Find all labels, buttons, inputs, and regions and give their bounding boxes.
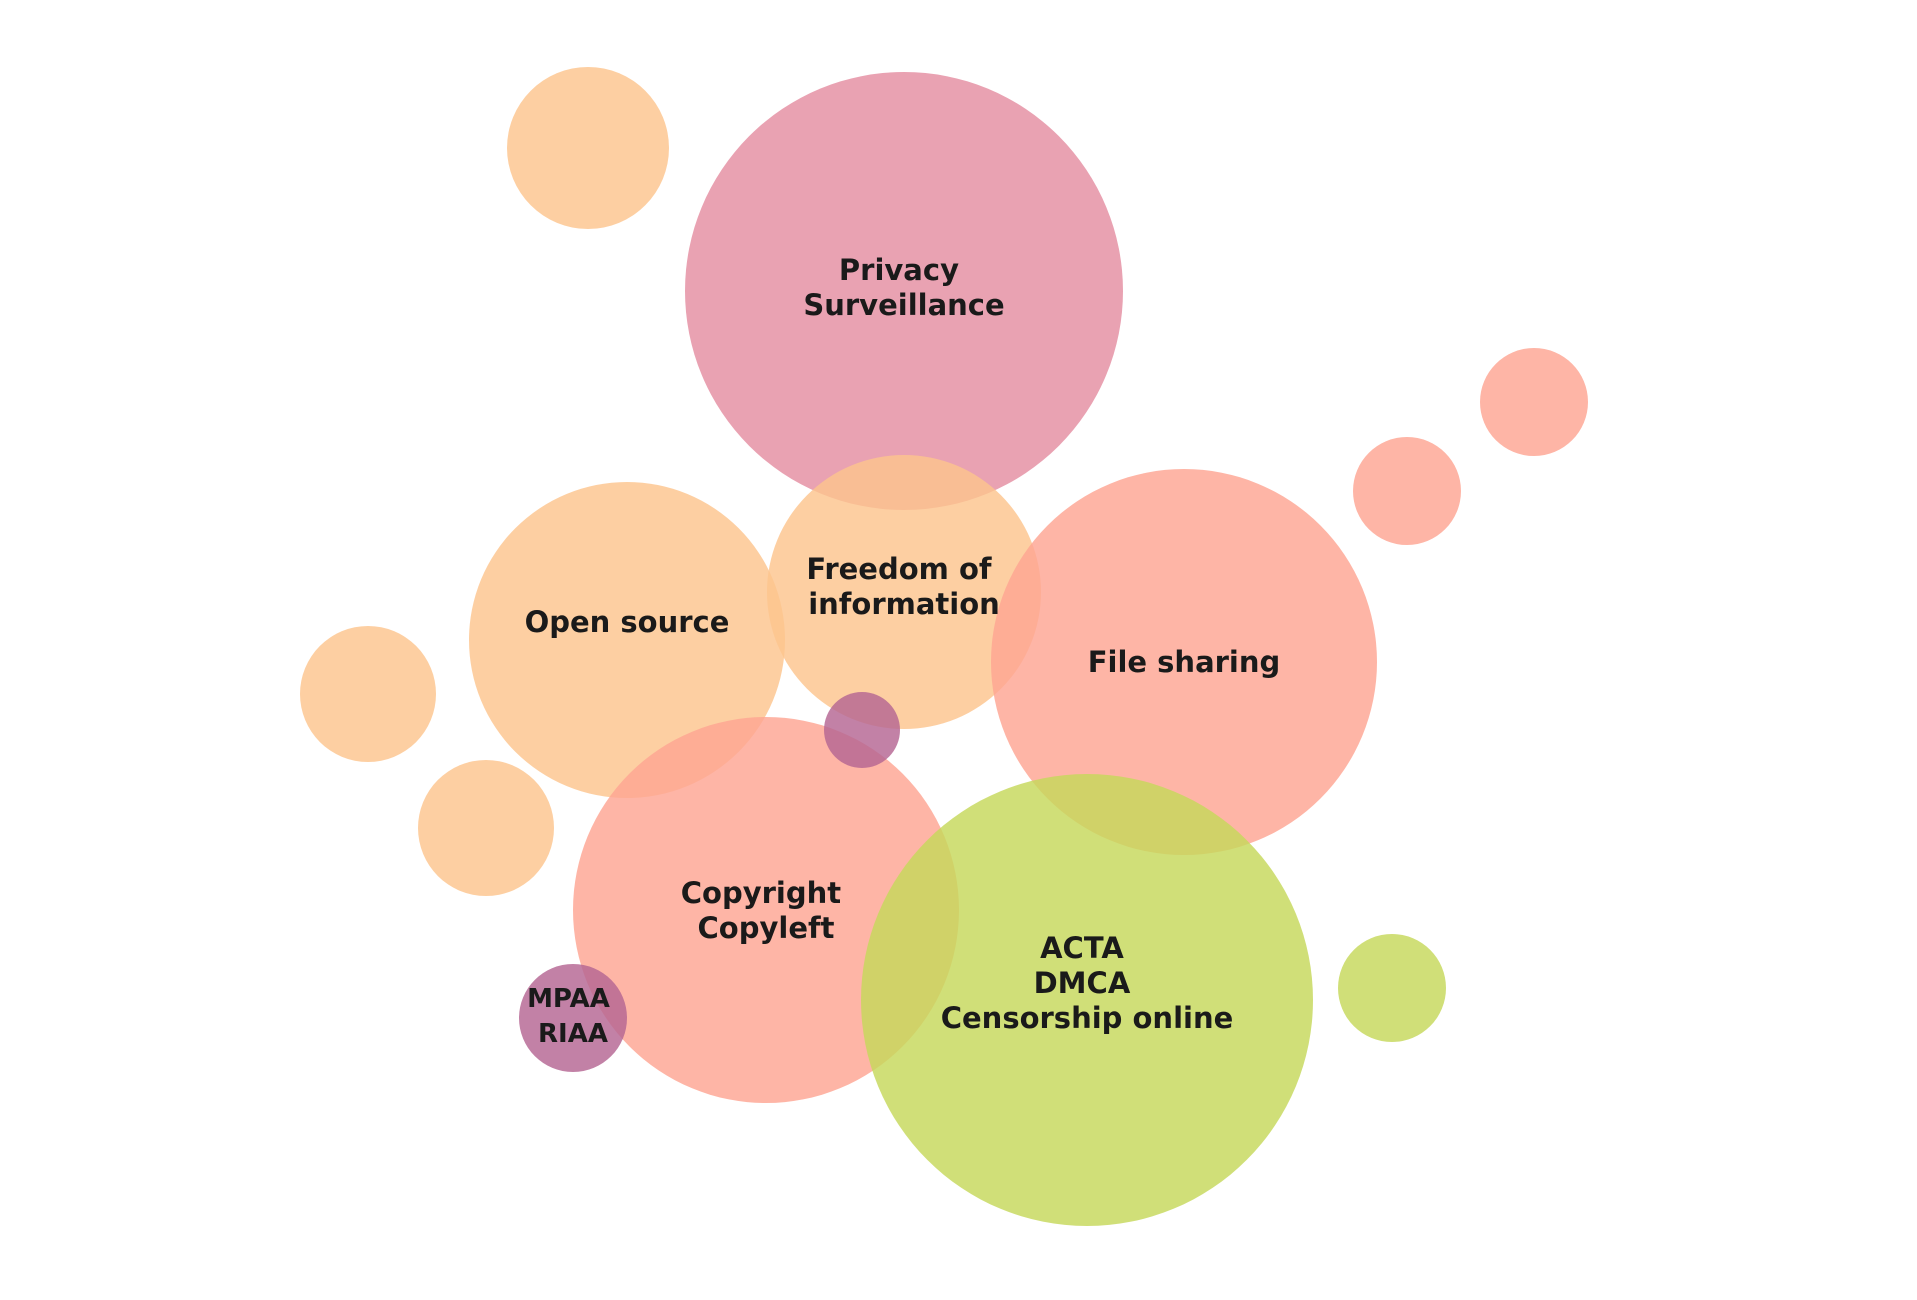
bubble-open-source: [469, 482, 785, 798]
label-open-source: Open source: [525, 605, 730, 639]
decor-bubble-top-left: [507, 67, 669, 229]
label-open-source-line-1: Open source: [525, 605, 730, 639]
bubble-privacy: [685, 72, 1123, 510]
label-mpaa-line-1: MPAA: [527, 984, 610, 1014]
label-acta-line-2: DMCA: [1034, 966, 1131, 1000]
bubble-freedom: [767, 455, 1041, 729]
label-freedom: Freedom of information: [806, 552, 1001, 621]
decor-bubble-right-1: [1353, 437, 1461, 545]
label-mpaa-line-2: RIAA: [538, 1019, 608, 1049]
label-privacy-line-1: Privacy: [839, 253, 959, 287]
label-freedom-line-2: information: [808, 587, 1000, 621]
decor-bubble-left-1: [300, 626, 436, 762]
label-file-sharing: File sharing: [1088, 645, 1281, 679]
bubble-file-sharing: [991, 469, 1377, 855]
label-acta-line-3: Censorship online: [941, 1001, 1234, 1035]
decor-bubble-right-2: [1480, 348, 1588, 456]
label-copyright-line-1: Copyright: [681, 876, 842, 910]
label-mpaa: MPAA RIAA: [527, 984, 619, 1049]
label-freedom-line-1: Freedom of: [806, 552, 992, 586]
decor-bubble-right-green: [1338, 934, 1446, 1042]
label-acta-line-1: ACTA: [1040, 931, 1124, 965]
bubble-acta: [861, 774, 1313, 1226]
label-file-sharing-line-1: File sharing: [1088, 645, 1281, 679]
decor-bubble-center-purple: [824, 692, 900, 768]
label-copyright: Copyright Copyleft: [681, 876, 852, 945]
label-privacy: Privacy Surveillance: [803, 253, 1004, 322]
decor-bubble-left-2: [418, 760, 554, 896]
label-privacy-line-2: Surveillance: [803, 288, 1004, 322]
bubble-mpaa: [519, 964, 627, 1072]
label-acta: ACTA DMCA Censorship online: [941, 931, 1234, 1035]
label-copyright-line-2: Copyleft: [698, 911, 835, 945]
